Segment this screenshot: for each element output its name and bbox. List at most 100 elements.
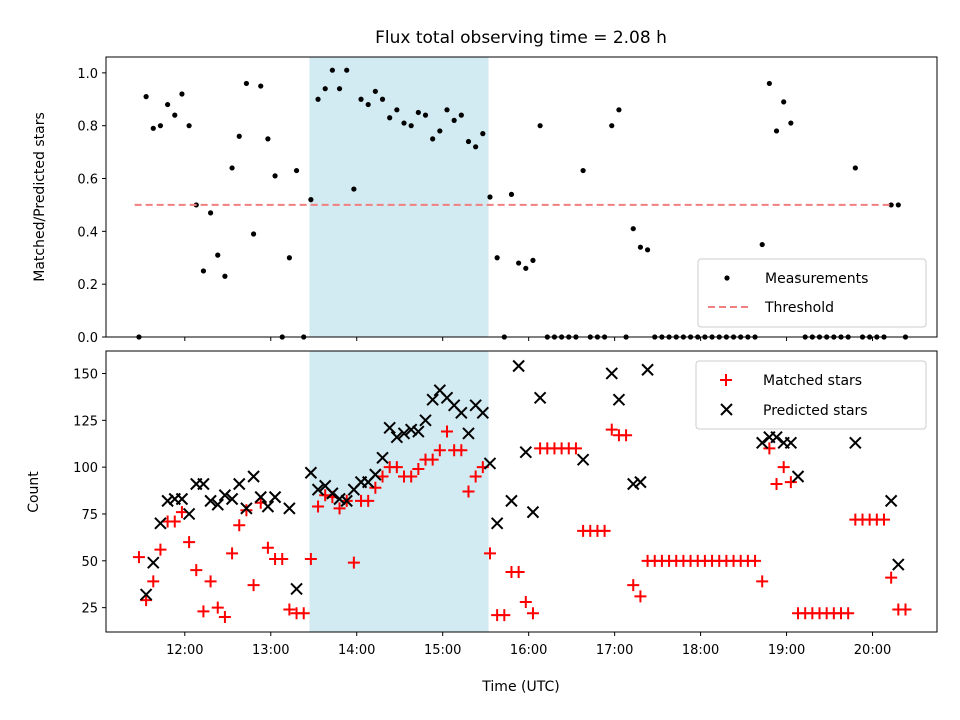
predicted-star-point <box>412 425 425 438</box>
top-legend-box <box>697 258 927 328</box>
x-tick-label: 12:00 <box>166 643 203 658</box>
matched-star-point <box>132 551 145 564</box>
predicted-star-point <box>426 393 439 406</box>
top-y-ticks: 0.0 0.2 0.4 0.6 0.8 1.0 <box>77 67 106 346</box>
top-x-ticks <box>184 337 874 341</box>
measurement-point <box>408 123 414 129</box>
x-tick-label: 13:00 <box>252 643 289 658</box>
x-tick-label: 14:00 <box>338 643 375 658</box>
matched-star-point <box>233 519 246 532</box>
predicted-star-point <box>533 391 547 405</box>
measurement-point <box>537 123 543 129</box>
measurement-point <box>430 136 436 142</box>
measurement-point <box>766 80 772 87</box>
measurement-point <box>336 86 343 92</box>
matched-star-point <box>469 470 482 483</box>
measurement-point <box>358 96 364 102</box>
matched-star-point <box>147 575 160 588</box>
predicted-star-point <box>147 556 160 569</box>
x-tick-label: 20:00 <box>854 643 891 658</box>
measurement-point <box>516 260 522 266</box>
matched-star-point <box>197 605 210 618</box>
measurement-point <box>157 123 164 129</box>
measurement-point <box>508 191 515 197</box>
top-y-tick-label: 0.4 <box>77 225 98 240</box>
predicted-star-point <box>455 406 468 420</box>
measurement-point <box>365 101 371 108</box>
predicted-star-point <box>404 423 418 436</box>
bottom-y-tick-label: 50 <box>81 555 98 570</box>
measurement-point <box>229 165 235 171</box>
predicted-star-point <box>182 507 196 521</box>
measurement-point <box>172 112 178 118</box>
top-y-tick-label: 0.0 <box>77 331 98 346</box>
measurement-point <box>415 109 421 116</box>
predicted-star-point <box>139 588 153 601</box>
measurement-point <box>143 94 149 100</box>
matched-star-point <box>483 547 496 560</box>
measurement-point <box>351 186 357 192</box>
matched-star-point <box>283 603 296 616</box>
predicted-star-point <box>326 487 339 500</box>
predicted-star-point <box>892 558 905 571</box>
legend-measurements-marker <box>724 275 730 281</box>
measurement-point <box>387 115 393 121</box>
predicted-star-point <box>526 505 540 519</box>
top-y-tick-label: 0.8 <box>77 120 98 135</box>
measurement-point <box>186 123 192 129</box>
bottom-highlight-span <box>309 351 489 632</box>
top-panel: 0.0 0.2 0.4 0.6 0.8 1.0 Matched/Predicted sta… <box>32 56 938 346</box>
matched-star-point <box>369 481 382 494</box>
matched-star-point <box>598 524 611 537</box>
predicted-star-point <box>197 477 210 491</box>
measurement-point <box>200 268 207 274</box>
predicted-star-point <box>204 494 217 508</box>
top-y-tick-label: 0.2 <box>77 278 98 293</box>
predicted-star-point <box>240 502 253 515</box>
x-axis-label: Time (UTC) <box>481 679 559 695</box>
bottom-panel: 25 50 75 100 125 150 12:00 13:00 14:00 15:00 16:0… <box>26 350 938 695</box>
measurement-point <box>473 144 479 150</box>
bottom-y-tick-label: 150 <box>73 367 98 382</box>
matched-stars-layer <box>132 423 912 624</box>
measurement-point <box>322 86 328 92</box>
matched-star-point <box>240 504 253 517</box>
measurement-point <box>644 247 651 253</box>
bottom-y-ticks: 25 50 75 100 125 150 <box>73 367 106 617</box>
matched-star-point <box>526 607 539 620</box>
legend-measurements-label: Measurements <box>765 271 868 287</box>
measurement-point <box>250 231 257 237</box>
measurement-point <box>494 255 500 261</box>
measurement-point <box>630 226 636 232</box>
matched-star-point <box>190 564 203 577</box>
predicted-star-point <box>218 489 232 502</box>
measurement-point <box>243 80 250 87</box>
measurement-point <box>165 101 171 108</box>
predicted-star-point <box>340 494 353 508</box>
matched-star-point <box>749 554 762 567</box>
matched-star-point <box>462 485 475 498</box>
predicted-star-point <box>755 436 769 450</box>
predicted-star-point <box>254 490 267 504</box>
predicted-star-point <box>390 430 404 444</box>
measurement-point <box>344 67 350 73</box>
predicted-star-point <box>233 477 246 491</box>
measurement-point <box>788 120 794 126</box>
matched-star-point <box>433 444 446 457</box>
matched-star-point <box>226 547 239 560</box>
top-y-tick-label: 0.6 <box>77 173 98 188</box>
matched-star-point <box>569 442 582 455</box>
matched-star-point <box>440 425 453 438</box>
matched-star-point <box>218 611 231 624</box>
matched-star-point <box>312 500 325 513</box>
bottom-legend: Matched stars Predicted stars <box>695 360 927 430</box>
predicted-star-point <box>791 470 805 483</box>
matched-star-point <box>140 594 153 607</box>
matched-star-point <box>763 442 776 455</box>
measurement-point <box>444 107 450 113</box>
measurement-point <box>215 252 221 258</box>
predicted-star-point <box>770 430 783 444</box>
matched-star-point <box>347 556 360 569</box>
top-y-tick-label: 1.0 <box>77 67 98 82</box>
